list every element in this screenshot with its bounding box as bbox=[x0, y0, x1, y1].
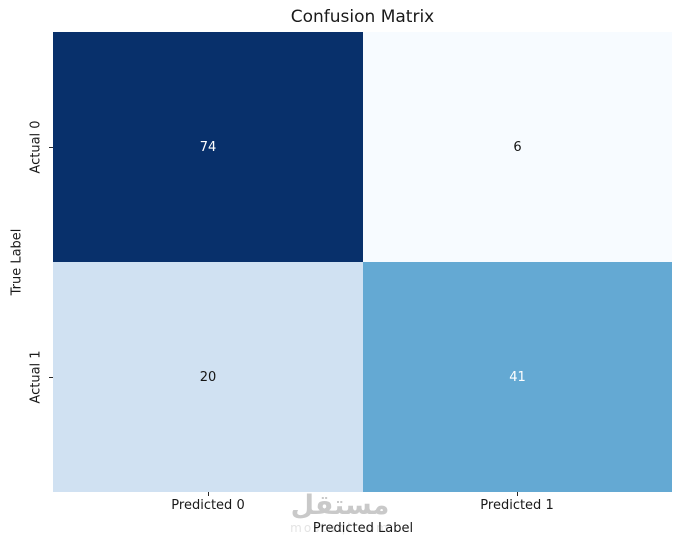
mostaql-site-text: mostaql.com bbox=[290, 521, 390, 535]
cell-value: 41 bbox=[509, 369, 526, 385]
x-axis-label: Predicted Label bbox=[312, 521, 414, 536]
y-tick-mark bbox=[49, 377, 53, 378]
x-tick-label-predicted0: Predicted 0 bbox=[171, 498, 245, 513]
mostaql-watermark: مستقل mostaql.com bbox=[290, 492, 390, 534]
heatmap-cell-actual0-predicted0: 74 bbox=[53, 32, 363, 262]
y-tick-mark bbox=[49, 147, 53, 148]
y-tick-label-actual0: Actual 0 bbox=[28, 120, 44, 174]
cell-value: 74 bbox=[199, 139, 217, 155]
x-tick-mark bbox=[208, 492, 209, 496]
heatmap-cell-actual0-predicted1: 6 bbox=[363, 32, 672, 262]
cell-value: 6 bbox=[513, 139, 522, 155]
heatmap: 74 6 20 41 bbox=[53, 32, 672, 492]
y-axis-label: True Label bbox=[9, 228, 25, 296]
heatmap-cell-actual1-predicted1: 41 bbox=[363, 262, 672, 492]
mostaql-logo-text: مستقل bbox=[290, 490, 390, 521]
x-tick-mark bbox=[517, 492, 518, 496]
x-tick-label-predicted1: Predicted 1 bbox=[480, 498, 554, 513]
cell-value: 20 bbox=[199, 369, 217, 385]
chart-title: Confusion Matrix bbox=[290, 7, 435, 27]
y-tick-label-actual1: Actual 1 bbox=[28, 350, 44, 404]
heatmap-cell-actual1-predicted0: 20 bbox=[53, 262, 363, 492]
